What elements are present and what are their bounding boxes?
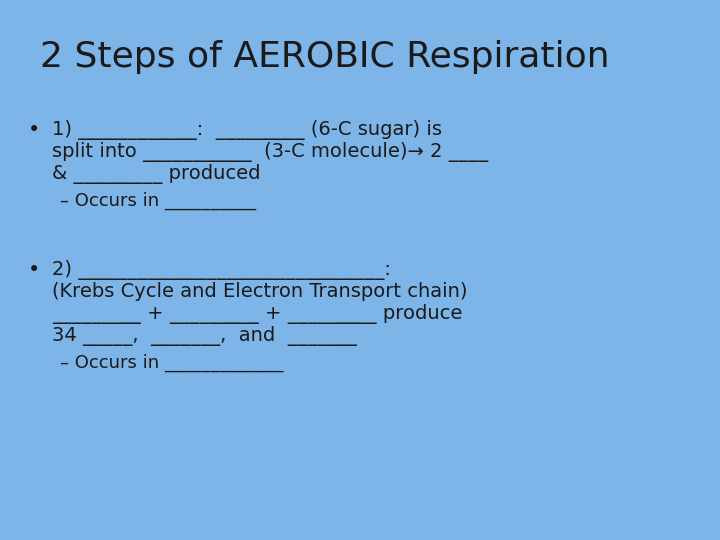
Text: – Occurs in _____________: – Occurs in _____________ (60, 354, 284, 372)
Text: 34 _____,  _______,  and  _______: 34 _____, _______, and _______ (52, 326, 357, 346)
Text: •: • (28, 120, 40, 140)
Text: 2 Steps of AEROBIC Respiration: 2 Steps of AEROBIC Respiration (40, 40, 610, 74)
Text: split into ___________  (3-C molecule)→ 2 ____: split into ___________ (3-C molecule)→ 2… (52, 142, 488, 162)
Text: 1) ____________:  _________ (6-C sugar) is: 1) ____________: _________ (6-C sugar) i… (52, 120, 442, 140)
Text: & _________ produced: & _________ produced (52, 164, 261, 184)
Text: – Occurs in __________: – Occurs in __________ (60, 192, 256, 210)
Text: _________ + _________ + _________ produce: _________ + _________ + _________ produc… (52, 304, 462, 324)
Text: •: • (28, 260, 40, 280)
Text: 2) _______________________________:: 2) _______________________________: (52, 260, 391, 280)
Text: (Krebs Cycle and Electron Transport chain): (Krebs Cycle and Electron Transport chai… (52, 282, 467, 301)
